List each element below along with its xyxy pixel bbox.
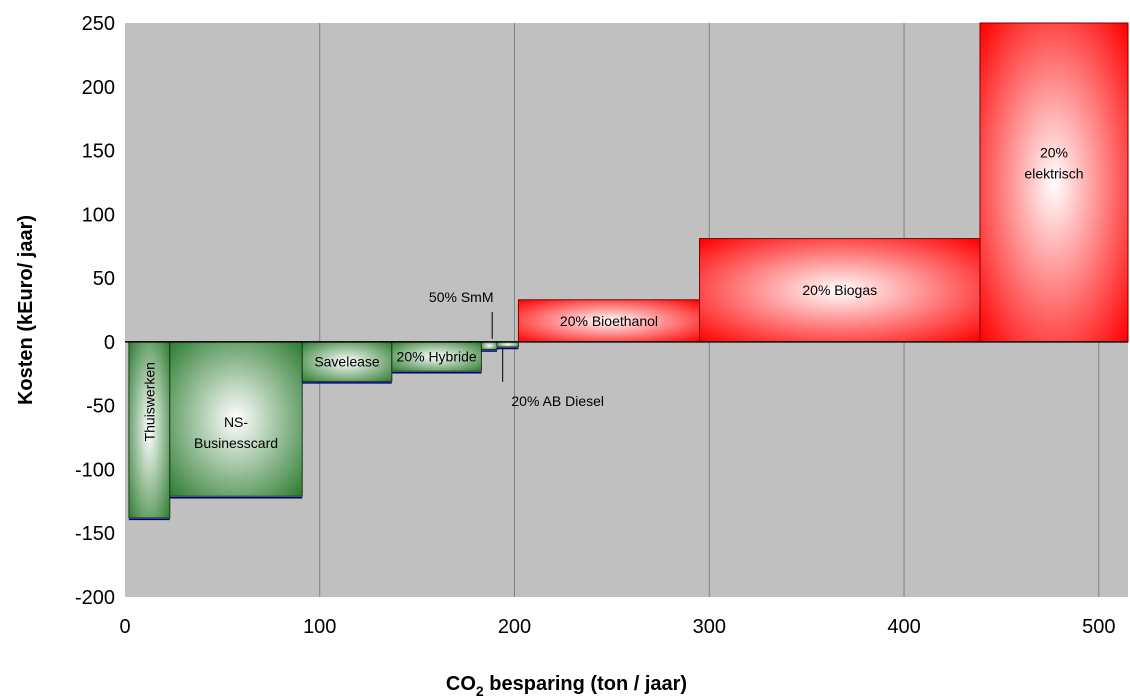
y-tick-100: 100 (82, 204, 115, 226)
x-axis-title-rest: besparing (ton / jaar) (484, 673, 687, 695)
x-tick-200: 200 (498, 616, 531, 638)
bar-label-savelease: Savelease (314, 354, 380, 370)
bar-20-biogas (699, 238, 981, 343)
y-tick-0: 0 (104, 332, 115, 354)
y-tick-250: 250 (82, 13, 115, 35)
bar-label-20-ab-diesel: 20% AB Diesel (511, 393, 604, 409)
x-axis-title-main: CO (446, 673, 476, 695)
bar-label-ns-businesscard: NS-Businesscard (194, 414, 278, 451)
bar-thuiswerken (128, 341, 171, 519)
x-axis-title: CO2 besparing (ton / jaar) (446, 673, 687, 696)
x-tick-100: 100 (303, 616, 336, 638)
bar-ns-businesscard (169, 341, 303, 497)
bar-label-20-biogas: 20% Biogas (802, 282, 877, 298)
y-tick-200: 200 (82, 77, 115, 99)
x-tick-500: 500 (1082, 616, 1115, 638)
y-tick--200: -200 (75, 587, 115, 609)
bar-20-elektrisch (979, 22, 1129, 343)
x-tick-labels: 0 100 200 300 400 500 (119, 616, 1115, 638)
y-tick-labels: -200 -150 -100 -50 0 50 100 150 200 250 (75, 13, 115, 609)
y-tick--50: -50 (86, 396, 115, 418)
y-tick-50: 50 (93, 268, 115, 290)
bar-labels: Thuiswerken NS-Businesscard Savelease 20% H… (141, 145, 1083, 451)
bar-label-20-elektrisch: 20% elektrisch (1024, 145, 1083, 182)
bar-20-hybride (391, 341, 482, 372)
bar-savelease (301, 341, 393, 382)
bars (128, 22, 1129, 521)
y-tick--150: -150 (75, 523, 115, 545)
bar-50-smm (480, 341, 498, 351)
bar-label-thuiswerken: Thuiswerken (141, 362, 157, 441)
y-axis-title: Kosten (kEuro/ jaar) (15, 215, 37, 405)
bar-label-20-hybride: 20% Hybride (397, 349, 477, 365)
y-tick-150: 150 (82, 141, 115, 163)
bar-label-20-bioethanol: 20% Bioethanol (560, 313, 658, 329)
x-tick-400: 400 (887, 616, 920, 638)
bar-label-50-smm: 50% SmM (429, 289, 494, 305)
x-tick-0: 0 (119, 616, 130, 638)
bar-20-ab-diesel (496, 341, 519, 348)
x-tick-300: 300 (693, 616, 726, 638)
x-axis-title-sub: 2 (476, 683, 484, 696)
y-tick--100: -100 (75, 459, 115, 481)
